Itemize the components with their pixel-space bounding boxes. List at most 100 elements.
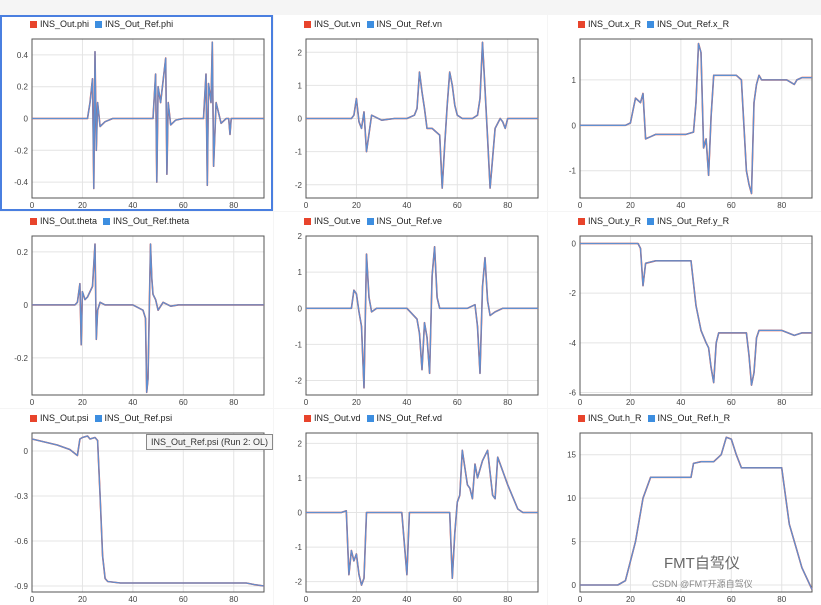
- x-tick-label: 80: [229, 595, 238, 604]
- legend-item[interactable]: INS_Out_Ref.y_R: [647, 216, 729, 226]
- series-line-out[interactable]: [32, 41, 264, 190]
- legend-item[interactable]: INS_Out.ve: [304, 216, 361, 226]
- chart-panel-phi[interactable]: INS_Out.phi INS_Out_Ref.phi 0 20 40 60 80 0.4 0.…: [0, 15, 273, 211]
- legend-item[interactable]: INS_Out.phi: [30, 19, 89, 29]
- legend-swatch: [366, 414, 374, 422]
- series-line-out[interactable]: [31, 435, 265, 587]
- plot-svg-psi: 0 20 40 60 80 0 -0.3 -0.6 -0.9: [14, 432, 265, 604]
- legend-item[interactable]: INS_Out.vn: [304, 19, 361, 29]
- y-tick-label: -4: [569, 339, 577, 348]
- legend-swatch: [647, 20, 655, 28]
- series-line-ref[interactable]: [31, 435, 265, 587]
- plot-svg-y_R: 0 20 40 60 80 0 -2 -4 -6: [569, 235, 813, 407]
- plot-frame: [31, 432, 265, 593]
- legend-label: INS_Out.h_R: [588, 413, 642, 423]
- legend-swatch: [95, 20, 103, 28]
- chart-panel-x_R[interactable]: INS_Out.x_R INS_Out_Ref.x_R 0 20 40 60 80 1 0 -1: [548, 15, 821, 211]
- series-line-ref[interactable]: [580, 42, 812, 195]
- legend-item[interactable]: INS_Out.h_R: [578, 413, 642, 423]
- chart-panel-ve[interactable]: INS_Out.ve INS_Out_Ref.ve 0 20 40 60 80 2 1 0 -1 -2: [274, 212, 547, 408]
- x-tick-label: 80: [777, 201, 786, 210]
- y-tick-label: 0: [298, 304, 303, 313]
- legend-item[interactable]: INS_Out_Ref.psi: [94, 413, 173, 423]
- y-tick-label: 1: [572, 76, 577, 85]
- y-tick-label: -0.3: [14, 492, 28, 501]
- series-line-out[interactable]: [580, 242, 812, 386]
- plot-svg-theta: 0 20 40 60 80 0.2 0 -0.2: [14, 235, 265, 407]
- legend-label: INS_Out_Ref.psi: [104, 413, 173, 423]
- x-tick-label: 40: [402, 201, 411, 210]
- series-line-out[interactable]: [306, 41, 538, 189]
- legend-item[interactable]: INS_Out_Ref.vn: [366, 19, 442, 29]
- legend-item[interactable]: INS_Out.x_R: [578, 19, 641, 29]
- plot-svg-x_R: 0 20 40 60 80 1 0 -1: [569, 38, 813, 210]
- y-tick-label: -2: [295, 377, 303, 386]
- legend-h_R: INS_Out.h_R INS_Out_Ref.h_R: [578, 413, 736, 423]
- legend-item[interactable]: INS_Out_Ref.vd: [366, 413, 442, 423]
- y-tick-label: 5: [572, 538, 577, 547]
- legend-swatch: [304, 20, 311, 28]
- x-tick-label: 60: [727, 595, 736, 604]
- y-tick-label: 1: [298, 81, 303, 90]
- chart-panel-y_R[interactable]: INS_Out.y_R INS_Out_Ref.y_R 0 20 40 60 80 0 -2 -4…: [548, 212, 821, 408]
- series-line-ref[interactable]: [306, 449, 538, 586]
- x-tick-label: 0: [578, 201, 583, 210]
- legend-item[interactable]: INS_Out_Ref.ve: [366, 216, 442, 226]
- y-tick-label: -2: [569, 289, 577, 298]
- legend-item[interactable]: INS_Out.vd: [304, 413, 361, 423]
- y-tick-label: 0: [572, 581, 577, 590]
- chart-panel-vn[interactable]: INS_Out.vn INS_Out_Ref.vn 0 20 40 60 80 2 1 0 -1 -2: [274, 15, 547, 211]
- legend-vd: INS_Out.vd INS_Out_Ref.vd: [304, 413, 448, 423]
- legend-label: INS_Out_Ref.phi: [105, 19, 174, 29]
- legend-label: INS_Out_Ref.theta: [113, 216, 190, 226]
- y-tick-label: -0.6: [14, 537, 28, 546]
- legend-item[interactable]: INS_Out.psi: [30, 413, 89, 423]
- series-line-ref[interactable]: [32, 41, 264, 190]
- x-tick-label: 60: [727, 398, 736, 407]
- y-tick-label: 0: [24, 301, 29, 310]
- plot-frame: [31, 235, 265, 396]
- x-tick-label: 0: [30, 398, 35, 407]
- plot-frame: [305, 235, 539, 396]
- x-tick-label: 60: [727, 201, 736, 210]
- legend-item[interactable]: INS_Out_Ref.theta: [103, 216, 189, 226]
- chart-panel-h_R[interactable]: INS_Out.h_R INS_Out_Ref.h_R 0 20 40 60 80 15 10 5…: [548, 409, 821, 605]
- legend-item[interactable]: INS_Out_Ref.h_R: [647, 413, 730, 423]
- chart-panel-vd[interactable]: INS_Out.vd INS_Out_Ref.vd 0 20 40 60 80 2 1 0 -1 -2: [274, 409, 547, 605]
- x-tick-label: 60: [453, 201, 462, 210]
- legend-label: INS_Out.theta: [40, 216, 98, 226]
- series-line-ref[interactable]: [306, 41, 538, 189]
- y-tick-label: -6: [569, 389, 577, 398]
- plot-svg-vn: 0 20 40 60 80 2 1 0 -1 -2: [295, 38, 539, 210]
- y-tick-label: 2: [298, 439, 303, 448]
- legend-x_R: INS_Out.x_R INS_Out_Ref.x_R: [578, 19, 735, 29]
- x-tick-label: 0: [304, 595, 309, 604]
- legend-item[interactable]: INS_Out_Ref.phi: [95, 19, 173, 29]
- series-line-ref[interactable]: [306, 246, 538, 389]
- series-line-ref[interactable]: [580, 436, 813, 590]
- x-tick-label: 40: [676, 201, 685, 210]
- x-tick-label: 80: [777, 398, 786, 407]
- y-tick-label: -1: [295, 543, 303, 552]
- legend-item[interactable]: INS_Out.theta: [30, 216, 97, 226]
- x-tick-label: 20: [352, 595, 361, 604]
- y-tick-label: 15: [567, 451, 576, 460]
- legend-psi: INS_Out.psi INS_Out_Ref.psi: [30, 413, 178, 423]
- series-line-ref[interactable]: [32, 243, 264, 393]
- legend-item[interactable]: INS_Out.y_R: [578, 216, 641, 226]
- chart-panel-theta[interactable]: INS_Out.theta INS_Out_Ref.theta 0 20 40 60 80 0…: [0, 212, 273, 408]
- x-tick-label: 80: [503, 201, 512, 210]
- legend-swatch: [30, 217, 37, 225]
- x-tick-label: 20: [352, 201, 361, 210]
- x-tick-label: 60: [179, 201, 188, 210]
- series-line-ref[interactable]: [580, 242, 812, 386]
- legend-swatch: [366, 20, 374, 28]
- legend-item[interactable]: INS_Out_Ref.x_R: [647, 19, 729, 29]
- watermark-logo-text: FMT自驾仪: [664, 555, 740, 572]
- x-tick-label: 20: [78, 595, 87, 604]
- x-tick-label: 40: [128, 201, 137, 210]
- legend-label: INS_Out.y_R: [588, 216, 642, 226]
- y-tick-label: 1: [298, 474, 303, 483]
- legend-swatch: [647, 414, 655, 422]
- legend-swatch: [94, 414, 102, 422]
